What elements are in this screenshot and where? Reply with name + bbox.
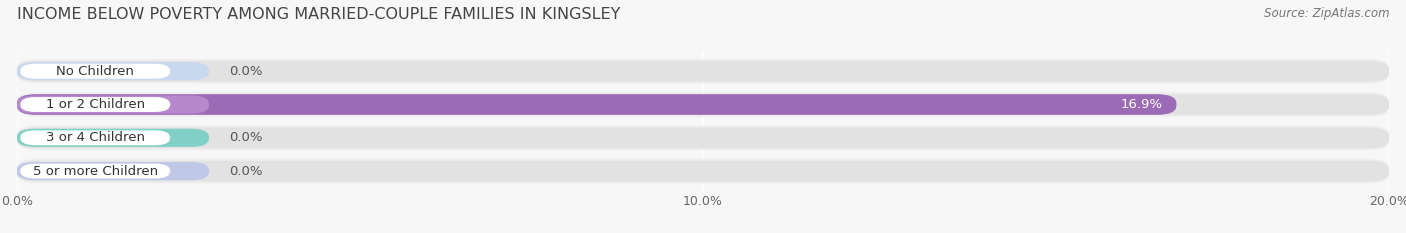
FancyBboxPatch shape	[17, 127, 1389, 148]
FancyBboxPatch shape	[17, 162, 209, 180]
FancyBboxPatch shape	[17, 159, 1389, 183]
FancyBboxPatch shape	[17, 126, 1389, 150]
FancyBboxPatch shape	[17, 129, 209, 147]
FancyBboxPatch shape	[17, 61, 1389, 82]
Text: 1 or 2 Children: 1 or 2 Children	[45, 98, 145, 111]
Text: 16.9%: 16.9%	[1121, 98, 1163, 111]
FancyBboxPatch shape	[20, 97, 170, 112]
FancyBboxPatch shape	[17, 161, 1389, 182]
FancyBboxPatch shape	[17, 92, 1389, 117]
FancyBboxPatch shape	[17, 96, 209, 114]
Text: 5 or more Children: 5 or more Children	[32, 164, 157, 178]
FancyBboxPatch shape	[17, 94, 1177, 115]
FancyBboxPatch shape	[17, 62, 209, 80]
FancyBboxPatch shape	[20, 130, 170, 145]
FancyBboxPatch shape	[17, 94, 1389, 115]
Text: 0.0%: 0.0%	[229, 65, 263, 78]
FancyBboxPatch shape	[20, 164, 170, 178]
FancyBboxPatch shape	[20, 64, 170, 79]
Text: 0.0%: 0.0%	[229, 164, 263, 178]
Text: 3 or 4 Children: 3 or 4 Children	[46, 131, 145, 144]
Text: INCOME BELOW POVERTY AMONG MARRIED-COUPLE FAMILIES IN KINGSLEY: INCOME BELOW POVERTY AMONG MARRIED-COUPL…	[17, 7, 620, 22]
Text: 0.0%: 0.0%	[229, 131, 263, 144]
Text: No Children: No Children	[56, 65, 134, 78]
FancyBboxPatch shape	[17, 59, 1389, 84]
Text: Source: ZipAtlas.com: Source: ZipAtlas.com	[1264, 7, 1389, 20]
